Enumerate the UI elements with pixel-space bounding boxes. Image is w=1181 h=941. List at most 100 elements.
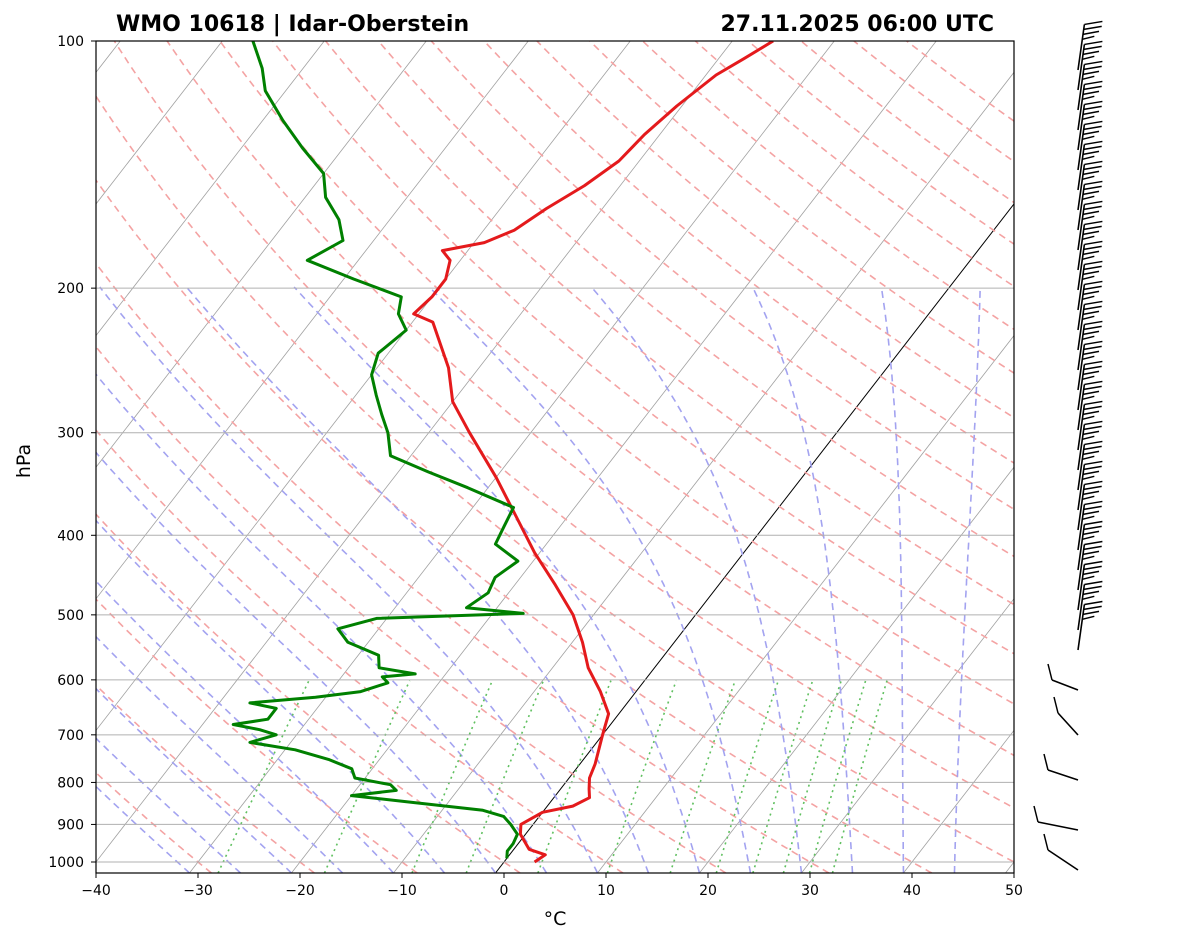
moist-adiabat (590, 286, 803, 873)
dry-adiabat (377, 41, 1014, 558)
isotherm (1107, 41, 1181, 873)
wind-barb-feather (1084, 40, 1103, 46)
wind-barb-staff (1047, 849, 1079, 871)
wind-barb-feather (1043, 753, 1049, 771)
dry-adiabat (96, 771, 212, 873)
wind-barb-feather (1082, 115, 1095, 121)
wind-barb-feather (1084, 180, 1103, 186)
wind-barb-staff (1077, 364, 1086, 411)
wind-barb-staff (1077, 264, 1086, 311)
wind-barb-feather (1082, 95, 1095, 101)
dry-adiabat (96, 598, 418, 873)
wind-barb-feather (1082, 215, 1095, 221)
dry-adiabat (589, 41, 1014, 375)
wind-barb-feather (1084, 520, 1103, 526)
wind-barb-feather (1083, 325, 1102, 331)
wind-barb-feather (1082, 235, 1095, 241)
moist-adiabat (293, 286, 701, 873)
wind-barb-feather (1084, 200, 1103, 206)
wind-barb-feather (1083, 265, 1102, 271)
wind-barb-feather (1083, 545, 1102, 551)
wind-barb-feather (1083, 505, 1102, 511)
wind-barb-feather (1084, 260, 1103, 266)
wind-barb-feather (1082, 595, 1095, 601)
wind-barb-feather (1083, 465, 1102, 471)
mixing-ratio-line (411, 680, 494, 873)
wind-barb-feather (1083, 485, 1102, 491)
wind-barb-feather (1082, 550, 1100, 556)
wind-barb-feather (1047, 663, 1053, 681)
dry-adiabat (219, 41, 1014, 705)
wind-barb-staff (1051, 679, 1079, 691)
moist-adiabat (96, 737, 242, 873)
x-tick-label: 10 (597, 883, 615, 899)
wind-barb-feather (1082, 590, 1100, 596)
y-tick-label: 200 (57, 281, 84, 297)
temperature-line (412, 41, 774, 864)
dry-adiabat (166, 41, 1014, 757)
wind-barb-feather (1083, 245, 1102, 251)
dry-adiabat (642, 41, 1014, 331)
isotherm (903, 729, 1014, 873)
wind-barb-staff (1077, 464, 1086, 511)
moist-adiabat (99, 286, 599, 873)
wind-barb-feather (1084, 540, 1103, 546)
wind-barb-feather (1082, 335, 1095, 341)
isotherm (393, 71, 1014, 873)
dry-adiabat (96, 262, 830, 873)
wind-barb-feather (1083, 85, 1102, 91)
moist-adiabat (96, 451, 497, 873)
dry-adiabat (324, 41, 1014, 606)
wind-barb-feather (1082, 230, 1100, 236)
wind-barb-feather (1043, 833, 1049, 851)
y-tick-label: 300 (57, 426, 84, 442)
wind-barb-feather (1084, 60, 1103, 66)
wind-barb-feather (1084, 220, 1103, 226)
station-title: WMO 10618 | Idar-Oberstein (116, 12, 469, 37)
y-axis-label: hPa (13, 444, 35, 478)
wind-barb-staff (1077, 524, 1086, 571)
wind-barb-feather (1082, 195, 1095, 201)
dewpoint-line (231, 41, 525, 859)
wind-barb-feather (1083, 525, 1102, 531)
wind-barb-feather (1084, 360, 1103, 366)
y-tick-label: 600 (57, 673, 84, 689)
wind-barb-feather (1082, 250, 1100, 256)
wind-barb-staff (1077, 224, 1086, 271)
wind-barb-feather (1083, 125, 1102, 131)
wind-barb-feather (1082, 35, 1095, 41)
wind-barb-feather (1082, 495, 1095, 501)
y-tick-label: 100 (57, 34, 84, 50)
wind-barb-feather (1082, 515, 1095, 521)
dry-adiabat (96, 429, 624, 873)
mixing-ratio-line (831, 680, 888, 873)
dry-adiabat (96, 178, 933, 873)
x-axis-label: °C (544, 908, 567, 930)
wind-barb-feather (1084, 460, 1103, 466)
isotherm (699, 466, 1014, 873)
wind-barb-feather (1084, 480, 1103, 486)
wind-barb-staff (1077, 564, 1086, 611)
wind-barb-staff (1077, 324, 1086, 371)
wind-barb-feather (1033, 805, 1039, 823)
wind-barb-staff (1077, 184, 1086, 231)
wind-barb-feather (1083, 345, 1102, 351)
wind-barb-feather (1084, 120, 1103, 126)
wind-barb-feather (1082, 315, 1095, 321)
wind-barb-feather (1083, 285, 1102, 291)
wind-barb-staff (1077, 344, 1086, 391)
wind-barb-staff (1077, 104, 1086, 151)
x-tick-label: 50 (1005, 883, 1023, 899)
isotherm (801, 598, 1014, 873)
mixing-ratio-line (715, 680, 780, 873)
wind-barb-feather (1082, 210, 1100, 216)
wind-barb-feather (1082, 70, 1100, 76)
wind-barb-feather (1082, 535, 1095, 541)
wind-barb-staff (1077, 64, 1086, 111)
wind-barb-staff (1077, 84, 1086, 131)
wind-barb-feather (1082, 410, 1100, 416)
isotherm (96, 41, 325, 337)
mixing-ratio-line (752, 680, 814, 873)
wind-barb-feather (1082, 435, 1095, 441)
mixing-ratio-line (537, 680, 612, 873)
